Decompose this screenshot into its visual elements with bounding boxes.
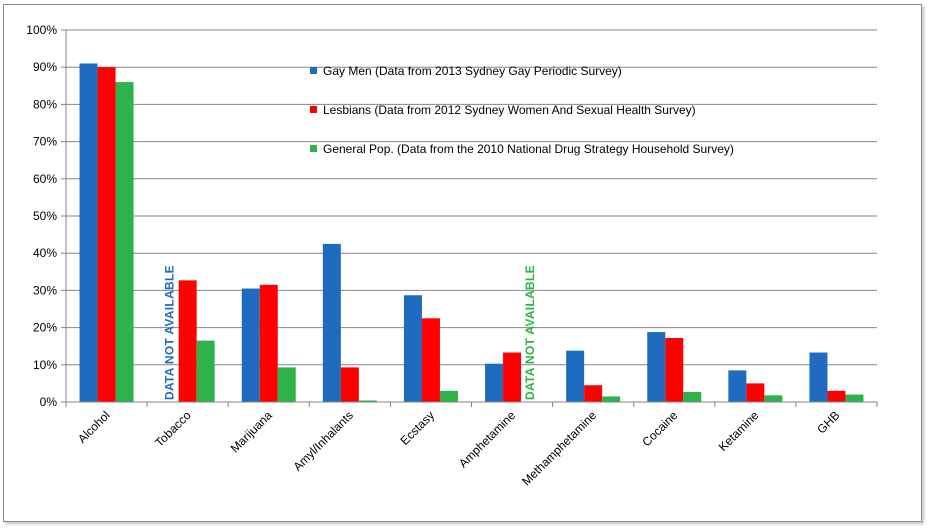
bar-marijuana-s1 (259, 284, 278, 402)
bar-ghb-s2 (845, 394, 864, 402)
legend-label: General Pop. (Data from the 2010 Nationa… (323, 142, 734, 156)
bar-amphetamine-s1 (503, 352, 522, 402)
bar-marijuana-s2 (277, 367, 296, 402)
bar-marijuana-s0 (241, 288, 260, 402)
bar-alcohol-s2 (115, 82, 134, 402)
bars (79, 63, 864, 402)
bar-methamphetamine-s0 (566, 350, 585, 402)
bar-alcohol-s1 (97, 67, 116, 402)
bar-amyl-inhalants-s1 (340, 367, 359, 402)
y-tick-label: 80% (33, 97, 57, 111)
x-category-label: Ecstasy (397, 408, 437, 448)
legend-swatch (310, 67, 317, 74)
y-tick-label: 100% (26, 23, 57, 37)
data-not-available-annotation: DATA NOT AVAILABLE (523, 265, 537, 400)
y-tick-label: 30% (33, 283, 57, 297)
y-tick-label: 40% (33, 246, 57, 260)
x-category-label: Alcohol (75, 408, 113, 446)
legend-swatch (310, 145, 317, 152)
bar-ketamine-s0 (728, 370, 747, 402)
legend-label: Gay Men (Data from 2013 Sydney Gay Perio… (323, 64, 622, 78)
bar-tobacco-s2 (196, 340, 215, 402)
bar-cocaine-s1 (665, 338, 684, 402)
x-category-label: Amyl/Inhalants (290, 408, 356, 474)
bar-ecstasy-s0 (403, 295, 422, 402)
legend-swatch (310, 106, 317, 113)
bar-ketamine-s2 (764, 395, 783, 402)
bar-chart: 0% 10% 20% 30% 40% 50% 60% 70% 80% 90% 100% Alcohol… (26, 23, 878, 488)
y-tick-label: 90% (33, 60, 57, 74)
x-category-label: Ketamine (716, 408, 762, 454)
x-category-label: Methamphetamine (519, 408, 599, 488)
bar-methamphetamine-s1 (584, 385, 603, 402)
bar-ketamine-s1 (746, 383, 765, 402)
bar-cocaine-s0 (647, 332, 666, 402)
bar-amyl-inhalants-s0 (322, 243, 341, 402)
bar-alcohol-s0 (79, 63, 98, 402)
x-category-label: Amphetamine (456, 408, 518, 470)
bar-amphetamine-s0 (485, 363, 504, 402)
legend: Gay Men (Data from 2013 Sydney Gay Perio… (310, 64, 734, 156)
legend-label: Lesbians (Data from 2012 Sydney Women An… (323, 103, 696, 117)
x-category-label: Marijuana (228, 408, 275, 455)
bar-cocaine-s2 (683, 391, 702, 402)
y-tick-label: 0% (40, 395, 58, 409)
bar-methamphetamine-s2 (602, 396, 621, 402)
bar-tobacco-s1 (178, 280, 197, 402)
bar-amyl-inhalants-s2 (358, 400, 377, 402)
y-tick-label: 60% (33, 172, 57, 186)
gridlines (66, 29, 877, 366)
bar-ghb-s0 (809, 352, 828, 402)
bar-ecstasy-s2 (439, 390, 458, 402)
chart-frame: 0% 10% 20% 30% 40% 50% 60% 70% 80% 90% 100% Alcohol… (3, 4, 922, 522)
x-category-label: GHB (814, 408, 842, 436)
y-tick-label: 20% (33, 321, 57, 335)
y-tick-label: 10% (33, 358, 57, 372)
bar-ghb-s1 (827, 390, 846, 402)
data-not-available-annotation: DATA NOT AVAILABLE (163, 265, 177, 400)
x-category-label: Tobacco (152, 408, 194, 450)
y-tick-label: 50% (33, 209, 57, 223)
axis-labels: 0% 10% 20% 30% 40% 50% 60% 70% 80% 90% 100% Alcohol… (26, 23, 842, 488)
bar-ecstasy-s1 (421, 318, 440, 402)
axes (61, 29, 878, 407)
x-category-label: Cocaine (639, 408, 680, 449)
y-tick-label: 70% (33, 135, 57, 149)
annotations: DATA NOT AVAILABLE DATA NOT AVAILABLE (163, 265, 537, 400)
